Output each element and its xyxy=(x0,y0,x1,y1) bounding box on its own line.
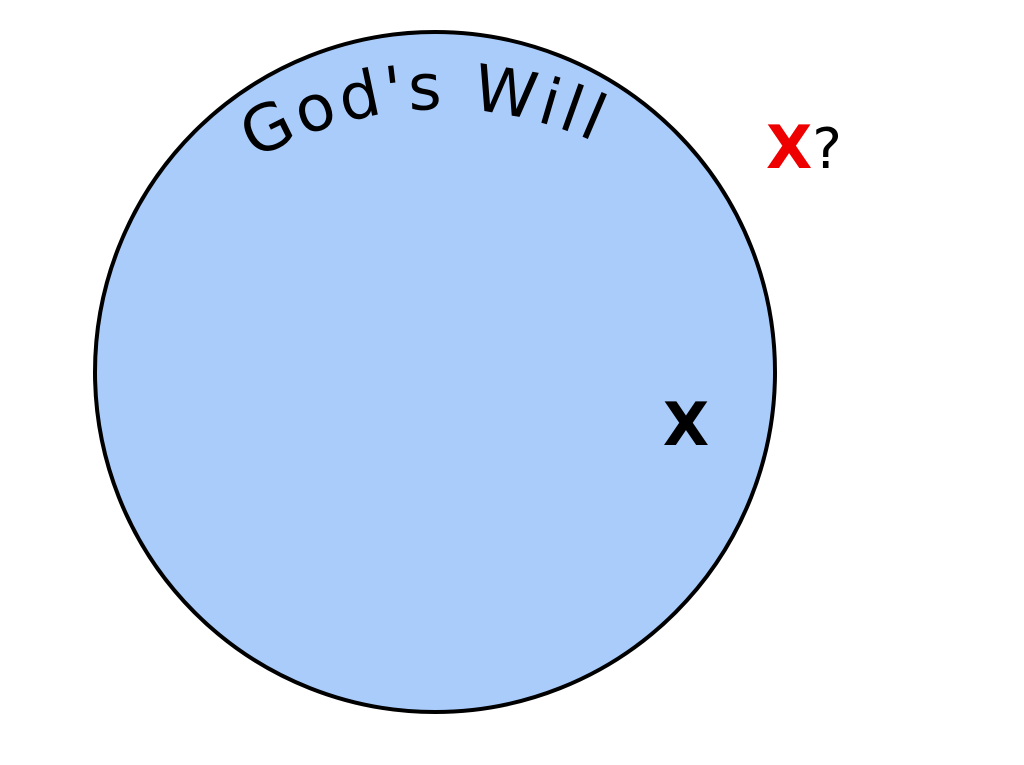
question-mark: ? xyxy=(812,117,842,182)
outside-x-mark: X xyxy=(766,113,812,183)
inside-x-mark: X xyxy=(663,390,709,460)
gods-will-circle xyxy=(93,30,777,714)
outside-x-group: X? xyxy=(766,113,842,183)
